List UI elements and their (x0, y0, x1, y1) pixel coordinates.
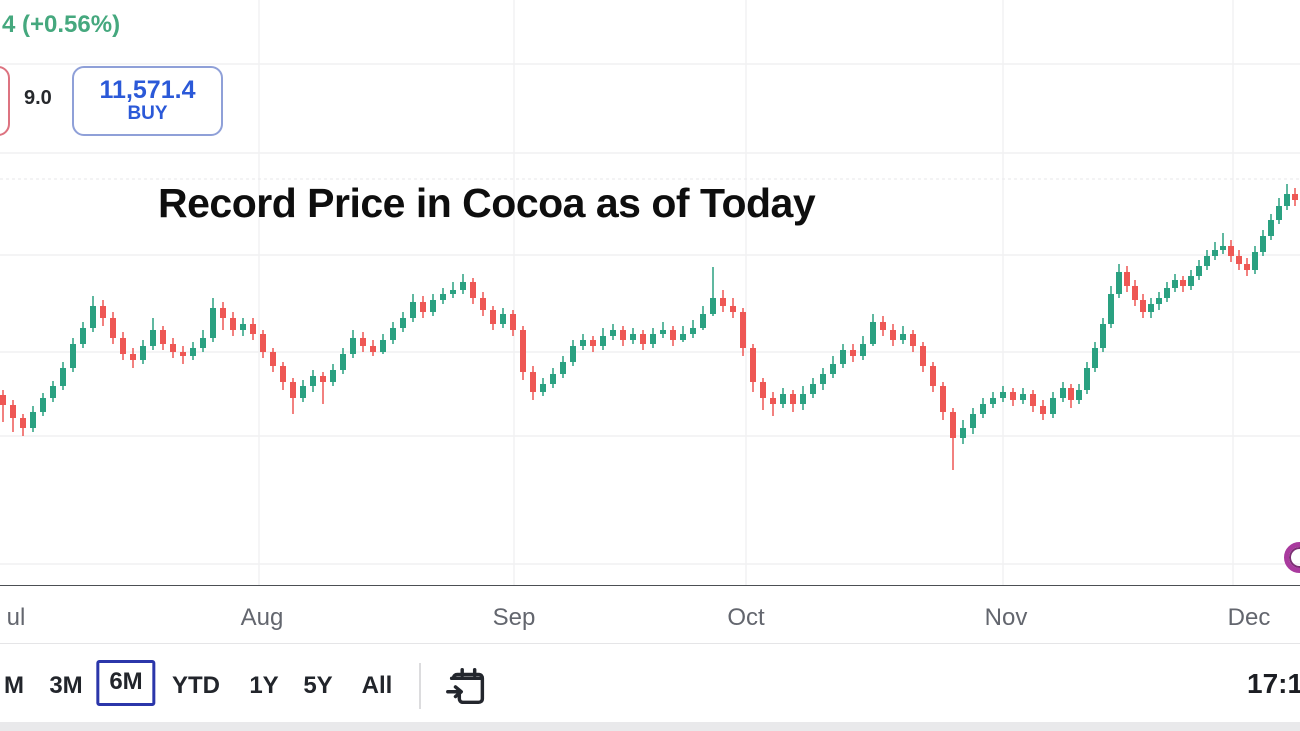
toolbar-clock[interactable]: 17:1 (1247, 668, 1300, 699)
timeframe-3m[interactable]: 3M (49, 672, 83, 699)
candlestick-chart[interactable] (0, 0, 1300, 585)
month-label-dec: Dec (1227, 604, 1271, 631)
chart-title: Record Price in Cocoa as of Today (158, 180, 816, 226)
buy-button[interactable]: 11,571.4 BUY (72, 66, 223, 136)
month-label-sep: Sep (492, 604, 536, 631)
timeframe-1y[interactable]: 1Y (249, 672, 279, 699)
month-label-aug: Aug (240, 604, 284, 631)
timeframe-5y[interactable]: 5Y (303, 672, 333, 699)
toolbar-separator-line (0, 643, 1300, 644)
month-label-ul: ul (6, 604, 26, 631)
bottom-edge-strip (0, 722, 1300, 731)
month-label-nov: Nov (984, 604, 1028, 631)
toolbar-divider (419, 663, 421, 709)
timeframe-all[interactable]: All (361, 672, 393, 699)
buy-label: BUY (127, 103, 168, 125)
goto-date-calendar-icon[interactable] (443, 662, 491, 710)
timeframe-ytd[interactable]: YTD (172, 672, 220, 699)
sell-button[interactable] (0, 66, 10, 136)
price-change-text: 4 (+0.56%) (2, 11, 121, 38)
bottom-toolbar: 17:1 M 3M 6M YTD 1Y 5Y All (0, 644, 1300, 722)
chart-gridlines (0, 0, 1300, 585)
buy-price: 11,571.4 (99, 76, 196, 105)
spread-value: 9.0 (24, 87, 52, 109)
timeframe-m[interactable]: M (4, 672, 24, 699)
month-label-oct: Oct (727, 604, 765, 631)
timeframe-6m[interactable]: 6M (96, 660, 156, 706)
candles (0, 184, 1298, 470)
purple-ring-icon (1284, 542, 1300, 573)
time-axis: ul Aug Sep Oct Nov Dec (0, 586, 1300, 643)
